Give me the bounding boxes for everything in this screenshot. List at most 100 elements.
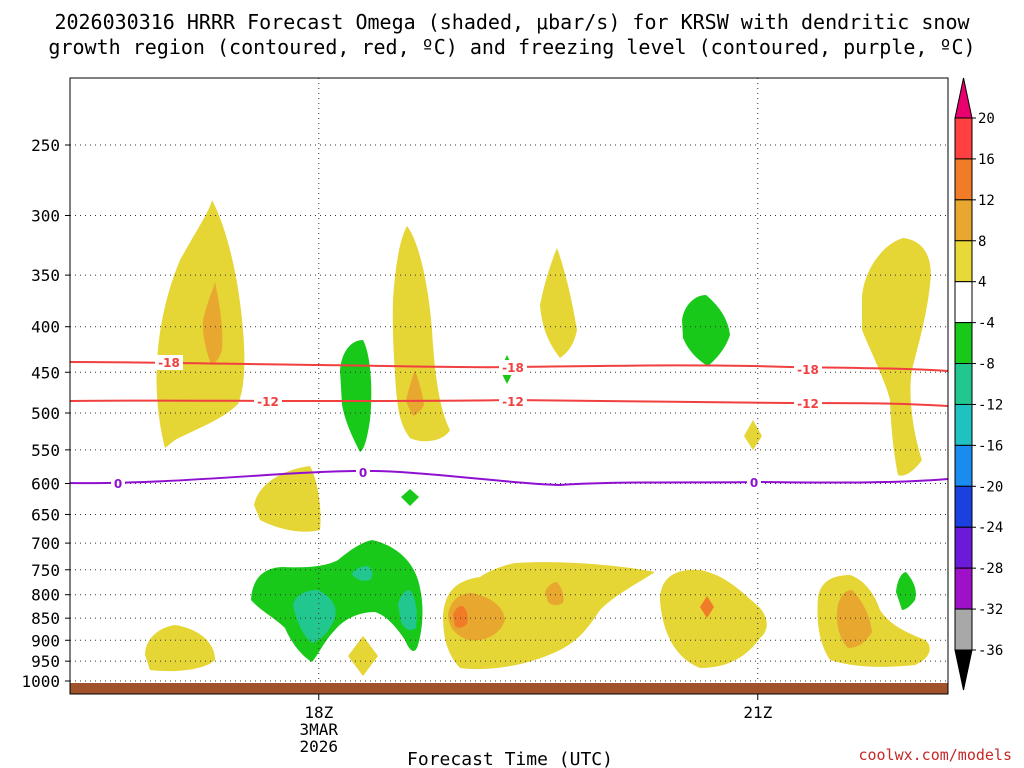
omega-region-00z-low-core [448,593,505,641]
y-tick-label-1000: 1000 [21,672,60,691]
svg-text:-12: -12 [257,395,279,409]
omega-region-08z-low-core [836,590,872,648]
colorbar-segment-7 [954,403,973,446]
y-tick-label-850: 850 [31,609,60,628]
colorbar-label-5: -4 [978,316,995,332]
plot-area: -18 -18 -18 -12 -12 -12 [69,77,949,695]
omega-region-06z-small [744,420,762,450]
y-tick-label-800: 800 [31,586,60,605]
contour-label-zero-a: 0 [111,476,125,491]
colorbar-label-9: -20 [978,479,1003,495]
omega-region-21z-mid [254,466,321,532]
y-tick-label-400: 400 [31,318,60,337]
colorbar-segment-8 [954,444,973,487]
colorbar-label-0: 20 [978,111,995,127]
y-tick-label-750: 750 [31,561,60,580]
y-tick-label-900: 900 [31,631,60,650]
colorbar-label-8: -16 [978,438,1003,454]
omega-region-2330z-upper [392,226,450,442]
omega-region-00z-low [443,562,655,670]
x-tick-label-0-2: 2026 [300,737,339,756]
colorbar-label-11: -28 [978,561,1003,577]
omega-region-18z-upper [156,200,245,448]
omega-region-05z-green-upper [682,295,730,366]
y-tick-label-250: 250 [31,136,60,155]
svg-text:-18: -18 [502,361,524,375]
contour-label-zero-c: 0 [747,475,761,490]
omega-region-2130z-green-upper [340,340,372,452]
y-tick-label-300: 300 [31,206,60,225]
x-tick-label-0-1: 3MAR [300,720,339,739]
colorbar-segment-3 [954,240,973,283]
colorbar-segment-4 [954,281,973,324]
contour-label-zero-b: 0 [356,465,370,480]
omega-region-2130z-teal-low-mid [352,566,373,581]
contour-label-minus12-a: -12 [254,394,282,409]
y-tick-label-700: 700 [31,534,60,553]
svg-text:-18: -18 [158,356,180,370]
y-tick-label-350: 350 [31,266,60,285]
y-axis-pressure: 250 300 350 400 450 500 550 600 650 700 750 800 850 9… [21,136,70,691]
colorbar-label-13: -36 [978,643,1003,659]
omega-region-21z-teal-low-left [293,590,336,643]
omega-region-18z-upper-core [202,282,223,365]
y-tick-label-650: 650 [31,505,60,524]
colorbar-label-12: -32 [978,602,1003,618]
y-tick-label-600: 600 [31,474,60,493]
colorbar-segment-2 [954,199,973,242]
colorbar-segment-10 [954,526,973,569]
chart-title-line2: growth region (contoured, red, ºC) and f… [48,35,975,59]
colorbar-segment-6 [954,363,973,405]
temperature-contours: -18 -18 -18 -12 -12 -12 [69,355,949,491]
ground-strip [70,683,948,694]
contour-label-minus18-a: -18 [155,355,183,370]
omega-region-01z-upper [540,248,577,358]
colorbar-segment-1 [954,158,973,201]
colorbar-label-3: 8 [978,234,986,250]
colorbar-top-triangle [954,77,973,119]
omega-region-21z-green-low [251,540,423,662]
contour-label-minus12-c: -12 [794,396,822,411]
omega-region-09z-upper [862,238,931,476]
svg-text:0: 0 [114,477,122,491]
x-axis-time: 18Z3MAR202621Z00Z4MAR03Z06Z09Z [300,694,773,756]
svg-text:0: 0 [750,476,758,490]
colorbar-label-6: -8 [978,357,995,373]
plot-frame [69,77,949,695]
omega-region-2230z-low [348,636,378,676]
x-tick-label-0-0: 18Z [304,703,333,722]
y-tick-label-450: 450 [31,363,60,382]
x-tick-label-1-0: 21Z [743,703,772,722]
omega-positive-shading [145,200,931,676]
omega-region-2330z-core [406,370,424,416]
y-tick-label-950: 950 [31,652,60,671]
omega-region-2330z-teal-low-right [398,590,417,630]
colorbar-label-4: 4 [978,275,986,291]
colorbar-label-10: -24 [978,520,1003,536]
colorbar-label-1: 16 [978,152,995,168]
omega-region-01z-low-core [545,582,564,606]
omega-region-05z-low-core [700,596,714,618]
colorbar-label-7: -12 [978,397,1003,413]
freezing-level-line [69,469,949,487]
contour-label-minus18-c: -18 [794,362,822,377]
colorbar-segment-11 [954,567,973,610]
y-tick-label-500: 500 [31,404,60,423]
omega-negative-shading [251,295,916,662]
omega-region-18z-low [145,625,215,672]
y-tick-label-550: 550 [31,441,60,460]
colorbar-segment-9 [954,485,973,528]
colorbar-segment-12 [954,608,973,651]
colorbar-bottom-triangle [954,649,973,691]
colorbar-segment-5 [954,322,973,365]
svg-text:0: 0 [359,466,367,480]
omega-region-2330z-green-mid [401,489,419,506]
colorbar-segment-0 [954,117,973,160]
contour-label-minus12-b: -12 [499,394,527,409]
contour-label-minus18-b: -18 [499,360,527,375]
svg-text:-12: -12 [797,397,819,411]
omega-region-09z-green-low [896,572,916,610]
x-axis-label: Forecast Time (UTC) [407,749,613,768]
svg-text:-12: -12 [502,395,524,409]
